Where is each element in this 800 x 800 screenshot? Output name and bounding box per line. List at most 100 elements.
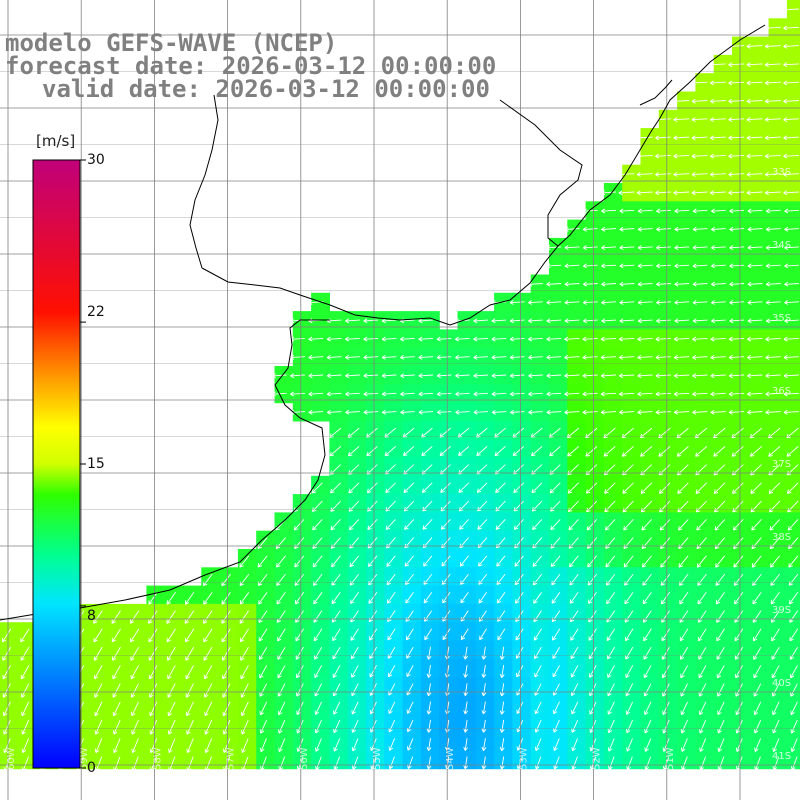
wind-vector — [184, 592, 195, 605]
wind-vector — [366, 482, 378, 494]
wind-vector — [515, 628, 524, 641]
wind-vector — [783, 80, 800, 86]
wind-cell — [420, 457, 440, 477]
wind-vector — [717, 719, 725, 734]
wind-vector — [130, 646, 140, 661]
wind-vector — [733, 573, 744, 586]
wind-vector — [636, 190, 653, 196]
wind-vector — [641, 537, 652, 550]
wind-vector — [313, 592, 323, 605]
wind-vector — [768, 482, 781, 494]
wind-vector — [295, 628, 304, 642]
wind-vector — [765, 409, 781, 415]
wind-vector — [582, 208, 598, 214]
wind-vector — [588, 628, 597, 641]
wind-vector — [455, 373, 470, 379]
longitude-label: 56W — [299, 747, 310, 770]
wind-vector — [259, 665, 268, 679]
wind-vector — [387, 665, 396, 678]
wind-vector — [789, 646, 798, 660]
wind-vector — [753, 665, 762, 679]
wind-vector — [655, 336, 671, 342]
wind-vector — [698, 683, 707, 697]
wind-vector — [710, 117, 726, 122]
wind-vector — [790, 756, 798, 771]
wind-vector — [606, 592, 616, 605]
wind-vector — [735, 683, 743, 697]
wind-vector — [753, 683, 762, 697]
wind-vector — [203, 628, 213, 643]
latitude-label: 34S — [772, 240, 791, 251]
wind-vector — [692, 226, 708, 232]
wind-vector — [673, 409, 690, 415]
wind-vector — [349, 573, 360, 586]
wind-vector — [765, 208, 781, 214]
wind-vector — [788, 537, 799, 550]
wind-vector — [601, 263, 617, 269]
wind-vector — [477, 518, 488, 530]
wind-vector — [463, 756, 469, 770]
wind-vector — [582, 226, 598, 232]
wind-vector — [753, 719, 762, 734]
wind-vector — [728, 190, 745, 196]
wind-vector — [94, 665, 103, 680]
wind-vector — [168, 756, 176, 772]
wind-vector — [509, 318, 525, 324]
coastline-laguna — [639, 79, 673, 106]
wind-vector — [728, 354, 745, 360]
wind-vector — [546, 373, 562, 379]
wind-vector — [637, 391, 653, 397]
wind-vector — [2, 628, 12, 643]
wind-vector — [459, 555, 469, 567]
wind-vector — [783, 7, 800, 13]
wind-vector — [607, 738, 615, 752]
wind-vector — [734, 592, 744, 605]
wind-vector — [496, 592, 506, 604]
coastline-uruguay-south — [201, 24, 766, 326]
wind-vector — [426, 738, 432, 751]
wind-vector — [350, 628, 359, 641]
wind-vector — [203, 665, 213, 680]
wind-vector — [729, 263, 745, 269]
wind-vector — [222, 665, 231, 680]
wind-cell — [640, 549, 660, 568]
wind-vector-arrows — [2, 7, 800, 772]
wind-vector — [296, 719, 304, 734]
wind-vector — [314, 719, 322, 734]
wind-vector — [345, 409, 360, 415]
wind-cell — [713, 457, 733, 477]
wind-vector — [747, 226, 763, 232]
wind-vector — [733, 537, 744, 550]
wind-vector — [348, 482, 360, 494]
wind-vector — [204, 719, 213, 735]
wind-vector — [656, 281, 671, 287]
wind-vector — [546, 318, 562, 324]
wind-vector — [509, 373, 525, 379]
wind-vector — [765, 300, 781, 305]
wind-cell — [768, 457, 788, 477]
wind-vector — [710, 354, 726, 360]
wind-vector — [368, 573, 378, 586]
wind-vector — [711, 208, 726, 214]
wind-vector — [478, 592, 488, 604]
wind-vector — [753, 646, 762, 660]
colorbar-tick-marks — [80, 159, 86, 769]
wind-vector — [601, 300, 617, 305]
wind-vector — [368, 592, 378, 604]
wind-vector — [673, 373, 690, 379]
wind-cell — [384, 457, 404, 477]
wind-vector — [746, 98, 763, 104]
wind-vector — [764, 98, 781, 104]
wind-vector — [363, 409, 379, 415]
wind-vector — [331, 592, 341, 605]
wind-vector — [625, 719, 634, 734]
longitude-label: 59W — [79, 747, 90, 770]
wind-vector — [746, 80, 763, 86]
wind-vector — [315, 756, 322, 771]
wind-vector — [494, 446, 506, 457]
wind-vector — [661, 646, 670, 660]
wind-vector — [345, 318, 360, 324]
wind-cell — [603, 457, 623, 477]
wind-vector — [463, 719, 469, 733]
wind-vector — [625, 646, 634, 660]
